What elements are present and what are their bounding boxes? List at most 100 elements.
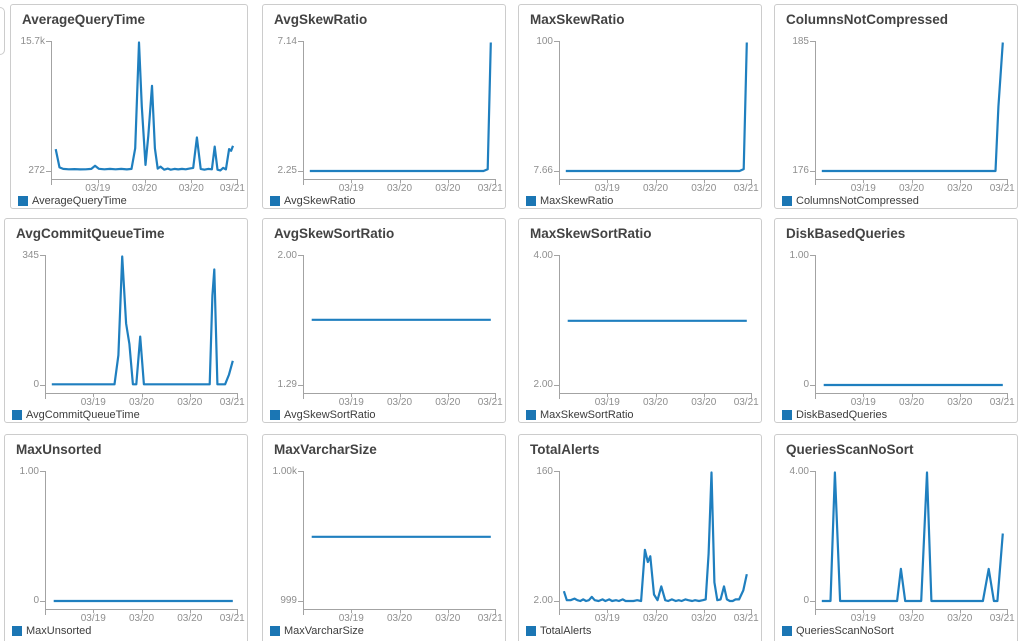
x-axis-tick-label: 03/20 (386, 613, 413, 624)
y-axis-tick (46, 41, 51, 42)
partial-panel-edge (0, 7, 5, 55)
chart-panel[interactable]: AverageQueryTime 15.7k 272 03/19 03/20 0… (10, 4, 248, 209)
x-axis-tick-label: 03/19 (80, 397, 106, 408)
x-axis-tick-label: 03/19 (80, 613, 106, 624)
chart-panel[interactable]: MaxSkewSortRatio 4.00 2.00 03/19 03/20 0… (518, 218, 762, 423)
x-axis-tick (751, 609, 752, 615)
x-axis-tick (351, 609, 353, 613)
x-axis-tick-label: 03/20 (898, 613, 925, 624)
x-axis-tick (751, 393, 752, 399)
y-axis-tick (554, 385, 559, 386)
chart-panel[interactable]: AvgCommitQueueTime 345 0 03/19 03/20 03/… (4, 218, 248, 423)
x-axis-tick (141, 609, 143, 613)
legend-color-swatch (782, 410, 792, 420)
y-axis-max-label: 1.00 (789, 250, 809, 261)
x-axis-tick (607, 609, 609, 613)
x-axis-labels: 03/19 03/20 03/20 03/21 (815, 397, 1015, 409)
chart-panel[interactable]: TotalAlerts 160 2.00 03/19 03/20 03/20 0… (518, 434, 762, 641)
chart-plot (309, 42, 492, 173)
x-axis-labels: 03/19 03/20 03/20 03/21 (45, 397, 245, 409)
legend-color-swatch (12, 626, 22, 636)
x-axis-tick-label: 03/21 (733, 397, 759, 408)
y-axis-tick (46, 171, 51, 172)
chart-panel[interactable]: MaxSkewRatio 100 7.66 03/19 03/20 03/20 … (518, 4, 762, 209)
x-axis-line (45, 393, 238, 400)
y-axis-max-label: 7.14 (277, 36, 297, 47)
chart-panel[interactable]: DiskBasedQueries 1.00 0 03/19 03/20 03/2… (774, 218, 1018, 423)
y-axis-max-label: 100 (536, 36, 553, 47)
x-axis-tick (191, 179, 193, 183)
y-axis-tick (554, 41, 559, 42)
x-axis-tick-label: 03/20 (691, 183, 717, 194)
chart-plot (51, 255, 234, 386)
chart-panel[interactable]: MaxUnsorted 1.00 0 03/19 03/20 03/20 03/… (4, 434, 248, 641)
x-axis-tick (45, 609, 46, 615)
x-axis-tick (141, 393, 143, 397)
x-axis-tick (607, 179, 609, 183)
chart-panel[interactable]: MaxVarcharSize 1.00k 999 03/19 03/20 03/… (262, 434, 506, 641)
x-axis-line (45, 609, 238, 616)
y-axis-tick (298, 255, 303, 256)
x-axis-tick-label: 03/20 (947, 397, 973, 408)
y-axis-tick (554, 255, 559, 256)
x-axis-tick (97, 179, 99, 183)
y-axis-tick (810, 41, 815, 42)
x-axis-tick (495, 393, 496, 399)
x-axis-line (559, 609, 752, 616)
legend-color-swatch (270, 626, 280, 636)
y-axis-min-label: 7.66 (533, 165, 553, 176)
line-series (309, 42, 492, 173)
x-axis-tick-label: 03/20 (177, 613, 203, 624)
x-axis-tick-label: 03/21 (989, 613, 1015, 624)
x-axis-tick (1007, 179, 1008, 185)
y-axis-max-label: 4.00 (789, 466, 809, 477)
x-axis-tick (351, 179, 353, 183)
chart-plot (821, 42, 1004, 173)
chart-panel[interactable]: AvgSkewSortRatio 2.00 1.29 03/19 03/20 0… (262, 218, 506, 423)
y-axis-tick (40, 471, 45, 472)
x-axis-tick-label: 03/21 (733, 183, 759, 194)
x-axis-labels: 03/19 03/20 03/20 03/21 (303, 397, 503, 409)
x-axis-tick (815, 609, 816, 615)
x-axis-tick (911, 393, 913, 397)
legend-label: MaxUnsorted (26, 625, 92, 637)
chart-panel[interactable]: AvgSkewRatio 7.14 2.25 03/19 03/20 03/20… (262, 4, 506, 209)
y-axis-tick (810, 171, 815, 172)
x-axis-labels: 03/19 03/20 03/20 03/21 (51, 183, 245, 195)
y-axis-max-label: 4.00 (533, 250, 553, 261)
x-axis-tick (703, 393, 705, 397)
y-axis-min-label: 0 (33, 379, 39, 390)
legend-label: AvgSkewRatio (284, 195, 356, 207)
x-axis-line (815, 393, 1008, 400)
y-axis-max-label: 345 (22, 250, 39, 261)
legend-color-swatch (270, 410, 280, 420)
x-axis-tick (237, 393, 238, 399)
x-axis-tick (959, 179, 961, 183)
y-axis-line (815, 255, 816, 394)
legend-color-swatch (18, 196, 28, 206)
chart-title: AverageQueryTime (22, 12, 146, 27)
x-axis-tick (51, 179, 52, 185)
chart-panel[interactable]: ColumnsNotCompressed 185 176 03/19 03/20… (774, 4, 1018, 209)
chart-panel[interactable]: QueriesScanNoSort 4.00 0 03/19 03/20 03/… (774, 434, 1018, 641)
x-axis-tick (959, 393, 961, 397)
x-axis-tick-label: 03/20 (435, 183, 461, 194)
legend-color-swatch (270, 196, 280, 206)
y-axis-tick (298, 471, 303, 472)
x-axis-labels: 03/19 03/20 03/20 03/21 (815, 183, 1015, 195)
legend-label: AvgSkewSortRatio (284, 409, 376, 421)
y-axis-min-label: 0 (803, 595, 809, 606)
x-axis-tick-label: 03/20 (177, 397, 203, 408)
y-axis-max-label: 1.00k (272, 466, 297, 477)
x-axis-tick-label: 03/21 (989, 183, 1015, 194)
legend-color-swatch (782, 196, 792, 206)
x-axis-tick (751, 179, 752, 185)
y-axis-max-label: 185 (792, 36, 809, 47)
chart-title: MaxSkewSortRatio (530, 226, 652, 241)
x-axis-tick-label: 03/20 (131, 183, 158, 194)
y-axis-line (815, 41, 816, 180)
chart-plot (821, 471, 1004, 603)
x-axis-tick (815, 393, 816, 399)
y-axis-tick (810, 255, 815, 256)
